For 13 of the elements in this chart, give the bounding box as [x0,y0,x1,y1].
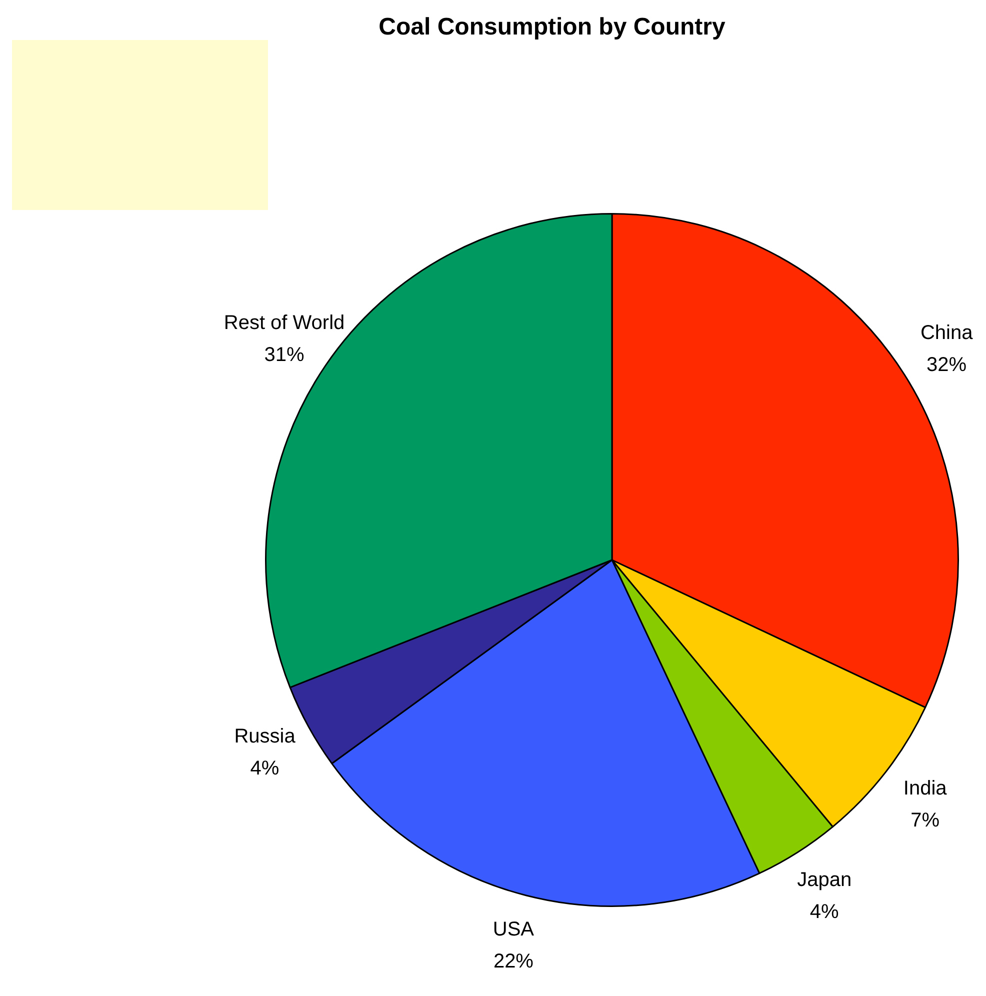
chart-title: Coal Consumption by Country [378,14,726,41]
slice-label: Russia [234,725,296,748]
data-label: 4% [810,901,839,924]
data-label: 22% [493,950,534,972]
data-label: 31% [264,344,304,366]
slice-label: China [920,322,974,344]
data-label: 7% [910,809,940,832]
data-label: 4% [250,757,280,780]
slice-label: Rest of World [224,312,345,334]
slice-label: USA [492,918,535,940]
data-label: 32% [926,354,967,376]
slice-label: Japan [797,869,852,892]
slice-label: India [903,777,948,800]
